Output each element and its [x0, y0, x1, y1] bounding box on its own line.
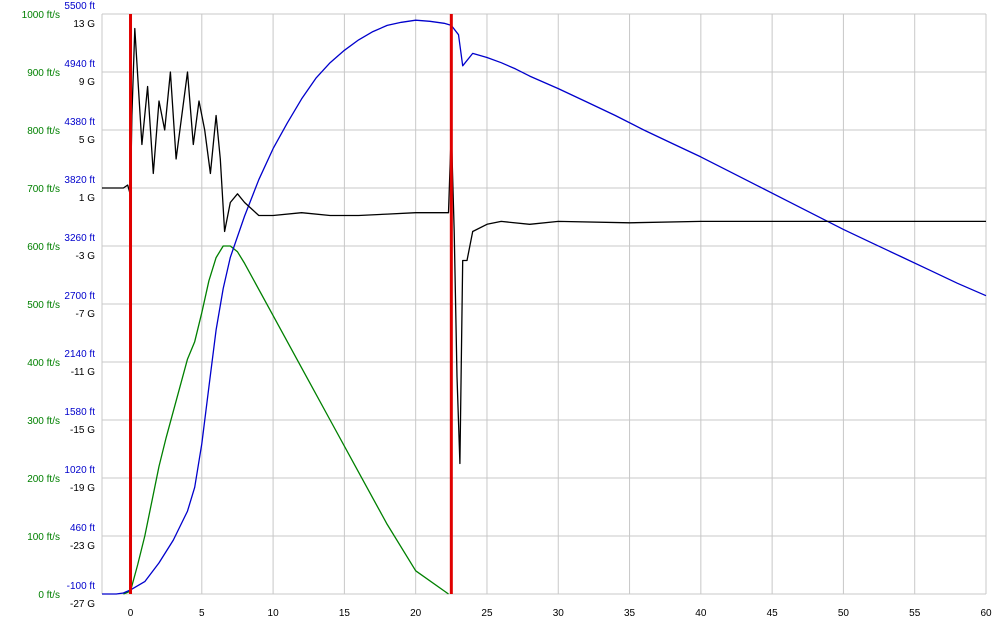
x-tick-label: 60 — [980, 608, 992, 619]
x-tick-label: 10 — [268, 608, 280, 619]
acceleration-series-line — [102, 27, 986, 465]
altitude-tick-label: 3820 ft — [64, 175, 95, 186]
acceleration-tick-label: -23 G — [70, 541, 95, 552]
x-tick-label: 0 — [128, 608, 134, 619]
x-tick-label: 5 — [199, 608, 205, 619]
altitude-series-line — [102, 19, 987, 595]
x-tick-label: 45 — [767, 608, 779, 619]
altitude-tick-label: 3260 ft — [64, 233, 95, 244]
acceleration-tick-label: -19 G — [70, 483, 95, 494]
acceleration-tick-label: 13 G — [73, 19, 95, 30]
y-axis-labels: -100 ft 0 ft/s -27 G 460 ft 100 ft/s -23 G 102… — [22, 1, 96, 610]
x-tick-label: 25 — [481, 608, 493, 619]
acceleration-tick-label: 1 G — [79, 193, 95, 204]
altitude-tick-label: 1580 ft — [64, 407, 95, 418]
x-tick-label: 20 — [410, 608, 422, 619]
velocity-series-line — [123, 245, 449, 595]
altitude-tick-label: 1020 ft — [64, 465, 95, 476]
velocity-tick-label: 400 ft/s — [27, 358, 60, 369]
grid — [101, 13, 987, 595]
series-layer — [102, 19, 987, 595]
acceleration-tick-label: -15 G — [70, 425, 95, 436]
acceleration-tick-label: -7 G — [76, 309, 96, 320]
velocity-tick-label: 800 ft/s — [27, 126, 60, 137]
velocity-tick-label: 0 ft/s — [38, 590, 60, 601]
altitude-tick-label: 4940 ft — [64, 59, 95, 70]
x-tick-label: 30 — [553, 608, 565, 619]
altitude-tick-label: 2700 ft — [64, 291, 95, 302]
velocity-tick-label: 300 ft/s — [27, 416, 60, 427]
altitude-tick-label: 5500 ft — [64, 1, 95, 12]
event-markers — [129, 14, 453, 594]
velocity-tick-label: 900 ft/s — [27, 68, 60, 79]
altitude-tick-label: 4380 ft — [64, 117, 95, 128]
x-tick-label: 55 — [909, 608, 921, 619]
velocity-tick-label: 1000 ft/s — [22, 10, 60, 21]
velocity-tick-label: 600 ft/s — [27, 242, 60, 253]
velocity-tick-label: 500 ft/s — [27, 300, 60, 311]
velocity-tick-label: 200 ft/s — [27, 474, 60, 485]
acceleration-tick-label: -3 G — [76, 251, 96, 262]
velocity-tick-label: 700 ft/s — [27, 184, 60, 195]
x-tick-label: 15 — [339, 608, 351, 619]
altitude-tick-label: 2140 ft — [64, 349, 95, 360]
x-tick-label: 40 — [695, 608, 707, 619]
acceleration-tick-label: 9 G — [79, 77, 95, 88]
acceleration-tick-label: 5 G — [79, 135, 95, 146]
altitude-tick-label: -100 ft — [67, 581, 96, 592]
acceleration-tick-label: -27 G — [70, 599, 95, 610]
x-axis-labels: 0 5 10 15 20 25 30 35 40 45 50 55 60 — [128, 608, 992, 619]
acceleration-tick-label: -11 G — [71, 367, 95, 378]
x-tick-label: 50 — [838, 608, 850, 619]
altitude-tick-label: 460 ft — [70, 523, 95, 534]
velocity-tick-label: 100 ft/s — [27, 532, 60, 543]
x-tick-label: 35 — [624, 608, 636, 619]
